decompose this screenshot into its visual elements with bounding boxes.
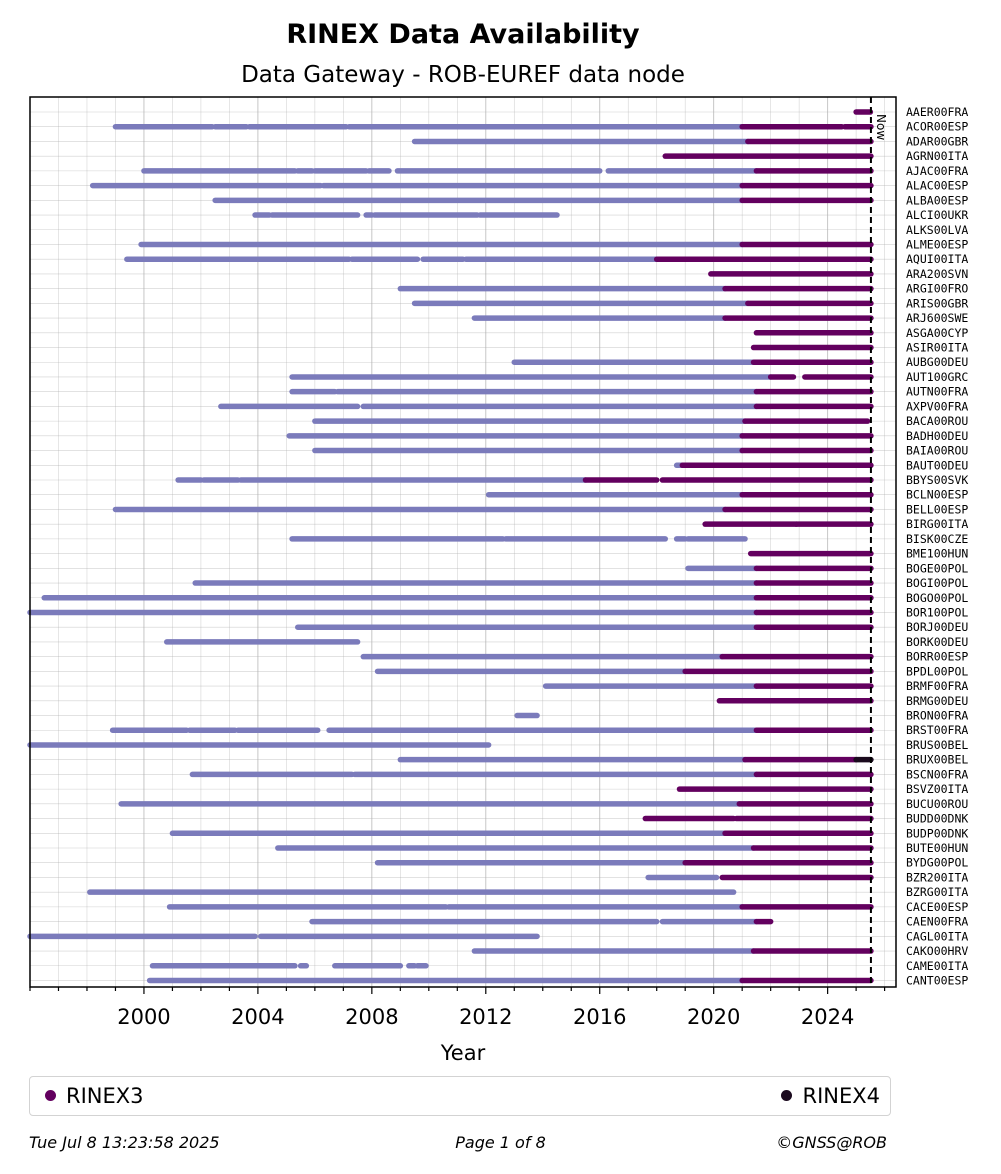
chart-subtitle: Data Gateway - ROB-EUREF data node (241, 62, 685, 88)
station-label-cace00esp: CACE00ESP (906, 900, 968, 914)
station-label-alks00lva: ALKS00LVA (906, 223, 968, 237)
station-label-bsvz00ita: BSVZ00ITA (906, 782, 968, 796)
station-label-argi00fro: ARGI00FRO (906, 282, 968, 296)
station-label-bell00esp: BELL00ESP (906, 502, 968, 516)
station-label-cant00esp: CANT00ESP (906, 973, 968, 987)
station-label-brmg00deu: BRMG00DEU (906, 694, 968, 708)
station-label-boge00pol: BOGE00POL (906, 561, 968, 575)
station-label-bpdl00pol: BPDL00POL (906, 664, 968, 678)
station-label-bogo00pol: BOGO00POL (906, 591, 968, 605)
station-label-acor00esp: ACOR00ESP (906, 120, 968, 134)
station-label-ajac00fra: AJAC00FRA (906, 164, 968, 178)
station-label-aubg00deu: AUBG00DEU (906, 355, 968, 369)
station-label-caen00fra: CAEN00FRA (906, 915, 968, 929)
station-label-brst00fra: BRST00FRA (906, 723, 968, 737)
station-label-bzr200ita: BZR200ITA (906, 870, 968, 884)
legend-item-rinex4: RINEX4 (781, 1077, 880, 1114)
station-label-bor100pol: BOR100POL (906, 605, 968, 619)
station-label-cagl00ita: CAGL00ITA (906, 929, 968, 943)
station-label-cako00hrv: CAKO00HRV (906, 944, 968, 958)
station-label-budd00dnk: BUDD00DNK (906, 812, 968, 826)
station-label-bron00fra: BRON00FRA (906, 709, 968, 723)
station-label-aris00gbr: ARIS00GBR (906, 296, 968, 310)
station-label-bute00hun: BUTE00HUN (906, 841, 968, 855)
station-label-budp00dnk: BUDP00DNK (906, 826, 968, 840)
footer-timestamp: Tue Jul 8 13:23:58 2025 (29, 1133, 220, 1152)
station-label-bydg00pol: BYDG00POL (906, 856, 968, 870)
station-label-alac00esp: ALAC00ESP (906, 179, 968, 193)
station-label-asir00ita: ASIR00ITA (906, 341, 968, 355)
station-label-bisk00cze: BISK00CZE (906, 532, 968, 546)
station-label-brus00bel: BRUS00BEL (906, 738, 968, 752)
station-label-aaer00fra: AAER00FRA (906, 105, 968, 119)
legend-item-rinex3: RINEX3 (45, 1077, 144, 1114)
footer-credit: ©GNSS@ROB (776, 1133, 887, 1152)
station-label-agrn00ita: AGRN00ITA (906, 149, 968, 163)
now-label: Now (874, 114, 888, 140)
x-axis-label: Year (440, 1041, 486, 1065)
x-tick-label-2004: 2004 (231, 1005, 284, 1029)
x-tick-label-2020: 2020 (687, 1005, 740, 1029)
station-label-arj600swe: ARJ600SWE (906, 311, 968, 325)
station-label-bme100hun: BME100HUN (906, 547, 968, 561)
footer-page: Page 1 of 8 (455, 1133, 546, 1152)
station-label-borr00esp: BORR00ESP (906, 650, 968, 664)
station-label-aqui00ita: AQUI00ITA (906, 252, 968, 266)
station-label-badh00deu: BADH00DEU (906, 429, 968, 443)
station-labels: AAER00FRAACOR00ESPADAR00GBRAGRN00ITAAJAC… (906, 105, 968, 987)
plot-frame (29, 96, 897, 988)
data-bars (27, 109, 874, 984)
station-label-came00ita: CAME00ITA (906, 959, 968, 973)
station-label-birg00ita: BIRG00ITA (906, 517, 968, 531)
station-label-alci00ukr: ALCI00UKR (906, 208, 968, 222)
station-label-borj00deu: BORJ00DEU (906, 620, 968, 634)
station-label-baca00rou: BACA00ROU (906, 414, 968, 428)
station-label-bucu00rou: BUCU00ROU (906, 797, 968, 811)
x-tick-label-2016: 2016 (573, 1005, 626, 1029)
station-label-autn00fra: AUTN00FRA (906, 385, 968, 399)
station-label-ara200svn: ARA200SVN (906, 267, 968, 281)
station-label-bork00deu: BORK00DEU (906, 635, 968, 649)
legend-marker-rinex4 (781, 1090, 793, 1101)
station-label-bcln00esp: BCLN00ESP (906, 488, 968, 502)
station-label-alba00esp: ALBA00ESP (906, 193, 968, 207)
station-label-adar00gbr: ADAR00GBR (906, 134, 968, 148)
station-label-asga00cyp: ASGA00CYP (906, 326, 968, 340)
station-label-bogi00pol: BOGI00POL (906, 576, 968, 590)
station-label-brmf00fra: BRMF00FRA (906, 679, 968, 693)
legend-marker-rinex3 (45, 1090, 56, 1101)
station-label-axpv00fra: AXPV00FRA (906, 399, 968, 413)
station-label-baut00deu: BAUT00DEU (906, 458, 968, 472)
x-axis-ticks: 2000 2004 2008 2012 2016 2020 2024 (29, 987, 886, 1029)
x-tick-label-2012: 2012 (459, 1005, 512, 1029)
station-label-alme00esp: ALME00ESP (906, 237, 968, 251)
station-label-brux00bel: BRUX00BEL (906, 753, 968, 767)
station-label-bscn00fra: BSCN00FRA (906, 767, 968, 781)
station-label-baia00rou: BAIA00ROU (906, 444, 968, 458)
legend-label-rinex4: RINEX4 (802, 1083, 880, 1108)
station-label-aut100grc: AUT100GRC (906, 370, 968, 384)
legend-label-rinex3: RINEX3 (66, 1083, 144, 1108)
chart-title: RINEX Data Availability (286, 19, 640, 50)
x-tick-label-2008: 2008 (345, 1005, 398, 1029)
x-tick-label-2000: 2000 (117, 1005, 170, 1029)
station-label-bbys00svk: BBYS00SVK (906, 473, 968, 487)
x-tick-label-2024: 2024 (801, 1005, 854, 1029)
availability-chart: RINEX Data Availability Data Gateway - R… (27, 19, 968, 1065)
grid (29, 97, 896, 987)
legend: RINEX3 RINEX4 (29, 1076, 891, 1116)
station-label-bzrg00ita: BZRG00ITA (906, 885, 968, 899)
